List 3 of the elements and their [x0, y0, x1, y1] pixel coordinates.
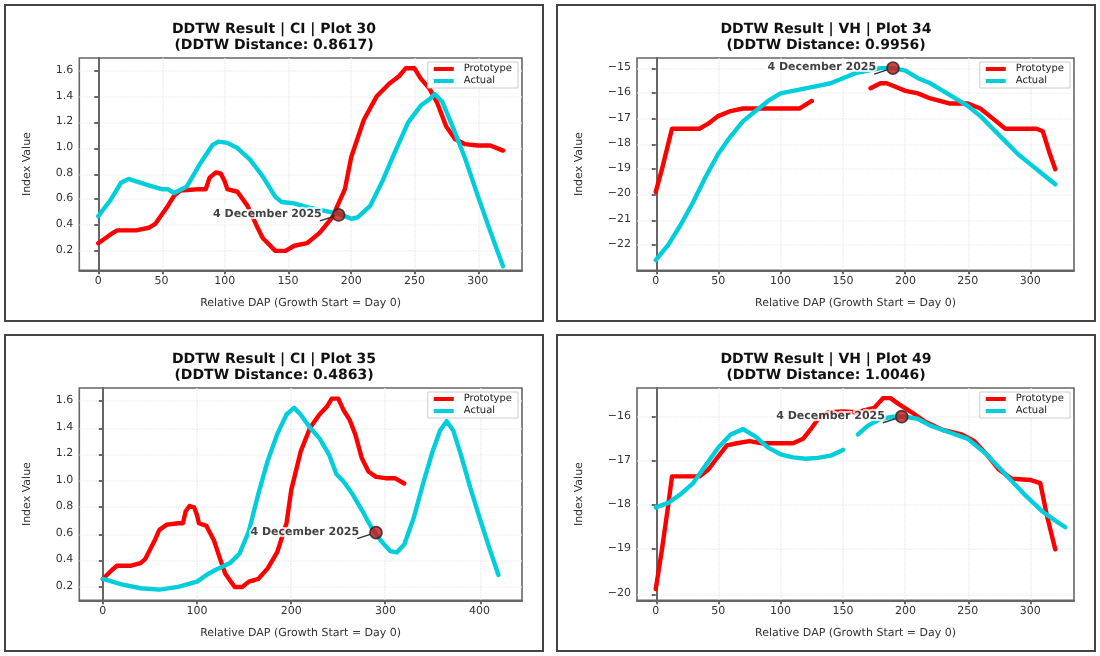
line-series	[100, 405, 501, 592]
line-series	[100, 396, 407, 590]
line-series	[96, 91, 506, 269]
